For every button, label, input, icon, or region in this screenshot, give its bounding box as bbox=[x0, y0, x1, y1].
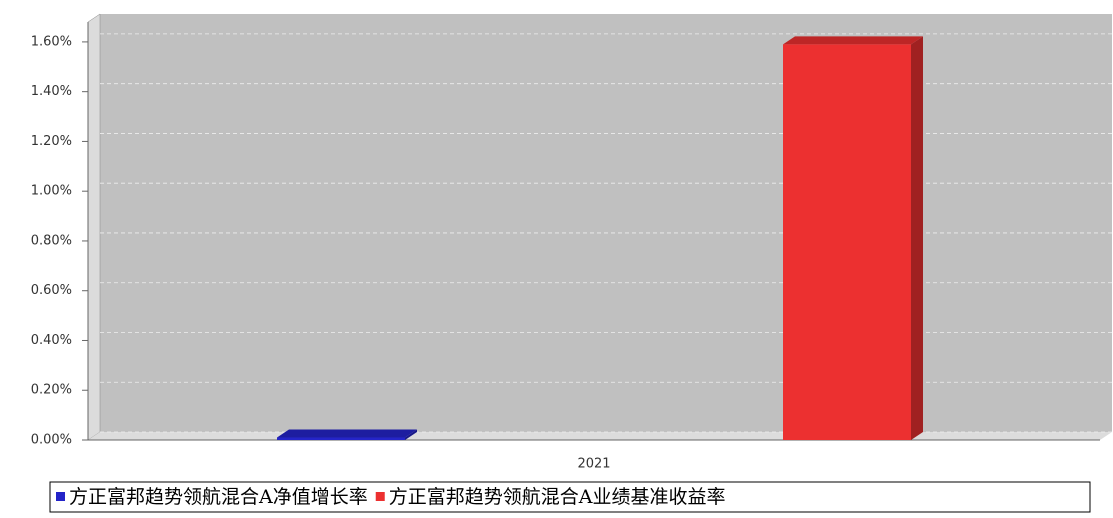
legend-swatch bbox=[56, 492, 65, 501]
y-tick-label: 1.00% bbox=[31, 184, 72, 199]
x-tick-label: 2021 bbox=[577, 457, 610, 472]
bar bbox=[783, 44, 911, 441]
bar-top bbox=[783, 36, 923, 45]
legend-items: 方正富邦趋势领航混合A净值增长率 方正富邦趋势领航混合A业绩基准收益率 bbox=[56, 486, 725, 508]
bar-side bbox=[405, 429, 417, 440]
y-tick-label: 0.80% bbox=[31, 233, 72, 248]
y-tick-label: 1.40% bbox=[31, 84, 72, 99]
legend bbox=[49, 481, 1091, 513]
grid bbox=[100, 33, 1112, 433]
bar-top bbox=[277, 429, 417, 438]
y-tick-label: 0.60% bbox=[31, 283, 72, 298]
legend-swatch bbox=[375, 492, 385, 501]
legend-label: 方正富邦趋势领航混合A净值增长率 bbox=[69, 486, 368, 508]
bars bbox=[277, 36, 923, 441]
bar-side bbox=[911, 36, 923, 441]
back-wall bbox=[100, 14, 1112, 432]
labels: 0.00% 0.20% 0.40% 0.60% 0.80% 1.00% 1.20% 1.40%… bbox=[31, 34, 611, 471]
legend-label: 方正富邦趋势领航混合A业绩基准收益率 bbox=[389, 486, 726, 508]
y-tick-label: 1.20% bbox=[31, 134, 72, 149]
y-tick-label: 0.40% bbox=[31, 333, 72, 348]
floor bbox=[88, 432, 1112, 440]
bar bbox=[277, 437, 405, 440]
side-wall bbox=[87, 13, 101, 441]
y-tick-label: 0.00% bbox=[31, 433, 72, 448]
y-tick-label: 1.60% bbox=[31, 34, 72, 49]
y-tick-label: 0.20% bbox=[31, 383, 72, 398]
